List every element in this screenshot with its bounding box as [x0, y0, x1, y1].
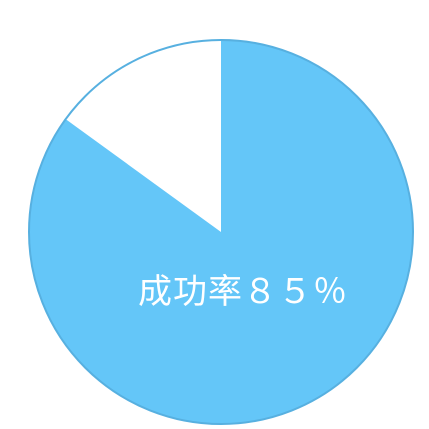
pie-slice-1	[65, 40, 221, 232]
success-rate-label: 成功率８５％	[138, 272, 348, 312]
pie-outline	[28, 39, 414, 425]
